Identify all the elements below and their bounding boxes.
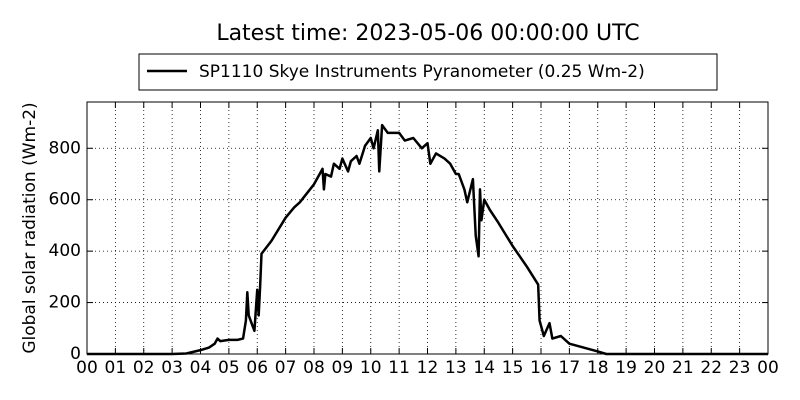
x-tick-label: 00	[76, 358, 98, 378]
x-tick-label: 12	[417, 358, 439, 378]
x-tick-label: 10	[360, 358, 382, 378]
x-tick-label: 11	[388, 358, 410, 378]
x-tick-label: 15	[502, 358, 524, 378]
x-tick-label: 07	[275, 358, 297, 378]
x-tick-label: 01	[105, 358, 127, 378]
x-tick-label: 08	[303, 358, 325, 378]
y-tick-label: 800	[49, 138, 81, 158]
legend-box	[138, 53, 718, 91]
x-tick-label: 21	[672, 358, 694, 378]
x-tick-label: 00	[757, 358, 779, 378]
x-tick-label: 17	[559, 358, 581, 378]
chart-title: Latest time: 2023-05-06 00:00:00 UTC	[216, 21, 639, 46]
plot-frame	[86, 101, 769, 355]
x-tick-label: 09	[332, 358, 354, 378]
x-tick-label: 03	[161, 358, 183, 378]
x-tick-label: 16	[530, 358, 552, 378]
data-line	[87, 123, 768, 356]
x-tick-label: 18	[587, 358, 609, 378]
y-tick-label: 0	[70, 344, 81, 364]
x-tick-label: 02	[133, 358, 155, 378]
y-tick-label: 400	[49, 241, 81, 261]
y-tick-label: 600	[49, 190, 81, 210]
legend-label: SP1110 Skye Instruments Pyranometer (0.2…	[199, 62, 645, 82]
x-tick-label: 13	[445, 358, 467, 378]
x-tick-label: 20	[644, 358, 666, 378]
x-tick-label: 06	[246, 358, 268, 378]
x-tick-label: 23	[729, 358, 751, 378]
x-tick-label: 19	[615, 358, 637, 378]
x-tick-label: 14	[473, 358, 495, 378]
x-tick-label: 04	[190, 358, 212, 378]
x-tick-label: 05	[218, 358, 240, 378]
y-axis-label: Global solar radiation (Wm-2)	[20, 102, 40, 353]
x-tick-label: 22	[700, 358, 722, 378]
y-tick-label: 200	[49, 293, 81, 313]
